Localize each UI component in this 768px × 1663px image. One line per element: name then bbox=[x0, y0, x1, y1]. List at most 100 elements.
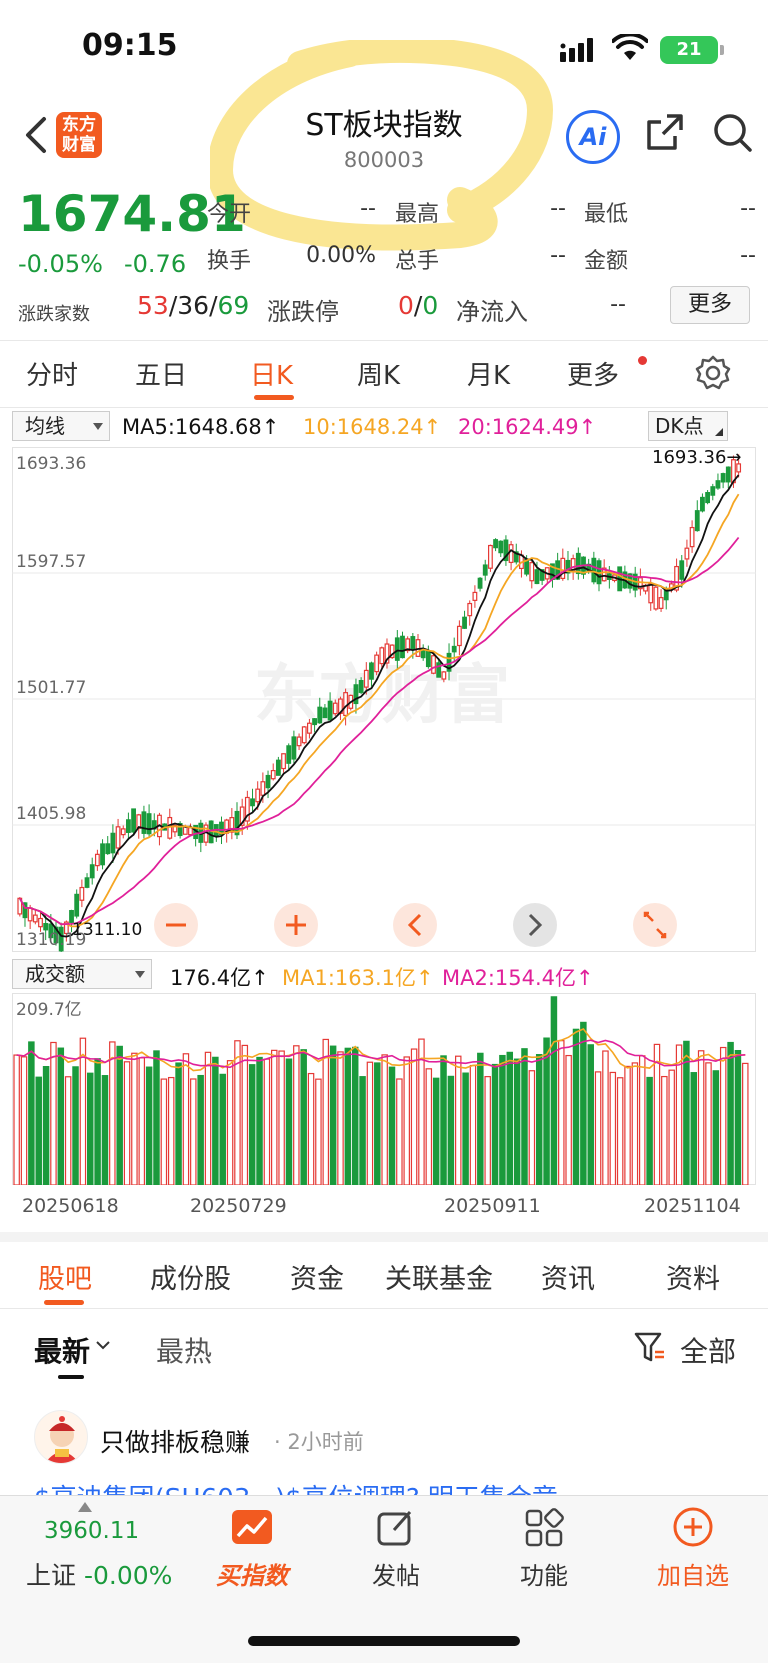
back-arrow-icon[interactable] bbox=[18, 113, 54, 157]
candle bbox=[131, 808, 136, 833]
candle bbox=[312, 718, 317, 726]
cellular-signal-icon bbox=[560, 38, 593, 62]
last-price: 1674.81 bbox=[18, 185, 246, 243]
volume-bar bbox=[234, 1040, 241, 1185]
amount-label: 金额 bbox=[584, 249, 629, 274]
nav-post[interactable]: 发帖 bbox=[372, 1562, 420, 1590]
volume-bar bbox=[263, 1058, 271, 1185]
tab-related-funds[interactable]: 关联基金 bbox=[385, 1264, 493, 1295]
candle bbox=[27, 907, 33, 922]
indicator-dropdown[interactable]: 均线 bbox=[12, 411, 110, 441]
grid-functions-icon[interactable] bbox=[524, 1508, 564, 1548]
dk-point-button[interactable]: DK点 bbox=[648, 411, 728, 441]
tab-five-day[interactable]: 五日 bbox=[135, 361, 188, 391]
ai-button[interactable]: Ai bbox=[566, 110, 620, 164]
volume-bar bbox=[418, 1038, 425, 1185]
chevron-down-icon[interactable] bbox=[95, 1340, 111, 1352]
fullscreen-button[interactable] bbox=[633, 903, 677, 947]
candle bbox=[58, 926, 64, 952]
candle bbox=[658, 597, 664, 609]
candle bbox=[239, 806, 245, 826]
high-marker-label: 1693.36→ bbox=[652, 447, 742, 468]
volume-bar bbox=[322, 1038, 330, 1185]
candle bbox=[441, 671, 447, 680]
tab-monthly-k[interactable]: 月K bbox=[467, 361, 511, 391]
tab-weekly-k[interactable]: 周K bbox=[357, 361, 401, 391]
zoom-out-button[interactable] bbox=[154, 903, 198, 947]
candle bbox=[43, 923, 49, 931]
candle bbox=[332, 702, 338, 715]
tab-forum[interactable]: 股吧 bbox=[38, 1264, 92, 1295]
search-icon[interactable] bbox=[712, 112, 754, 154]
app-logo[interactable]: 东方 财富 bbox=[56, 112, 102, 158]
index-value[interactable]: 3960.11 bbox=[44, 1518, 140, 1544]
volume-bar bbox=[506, 1051, 514, 1185]
turnover-value: 0.00% bbox=[306, 243, 376, 268]
filter-icon[interactable] bbox=[634, 1330, 666, 1364]
sort-hot[interactable]: 最热 bbox=[156, 1335, 213, 1368]
volume-bar bbox=[513, 1058, 521, 1185]
date-label: 20251104 bbox=[644, 1195, 741, 1217]
scroll-left-button[interactable] bbox=[393, 903, 437, 947]
volume-value: -- bbox=[550, 243, 566, 268]
filter-all[interactable]: 全部 bbox=[680, 1335, 737, 1368]
volume-chart[interactable]: 209.7亿 bbox=[12, 993, 756, 1185]
volume-bar bbox=[499, 1054, 506, 1185]
tab-intraday[interactable]: 分时 bbox=[26, 361, 79, 391]
volume-bar bbox=[535, 1054, 543, 1185]
avatar[interactable] bbox=[34, 1410, 88, 1464]
battery-tip bbox=[720, 45, 724, 55]
volume-bar bbox=[609, 1071, 617, 1185]
more-button[interactable]: 更多 bbox=[670, 286, 750, 324]
volume-bar bbox=[572, 1028, 580, 1185]
candle bbox=[410, 636, 416, 650]
tab-profile[interactable]: 资料 bbox=[666, 1264, 720, 1295]
post-author[interactable]: 只做排板稳赚 bbox=[100, 1428, 251, 1457]
zoom-in-button[interactable] bbox=[274, 903, 318, 947]
volume-indicator-dropdown[interactable]: 成交额 bbox=[12, 959, 152, 989]
nav-functions[interactable]: 功能 bbox=[520, 1562, 568, 1590]
post-snippet[interactable]: $亨迪集团(SH603...)$高位调理? 明天集合竞... bbox=[34, 1478, 734, 1498]
candlestick-chart[interactable]: 东方财富 1693.36 1597.57 1501.77 1405.98 131… bbox=[12, 447, 756, 952]
candle bbox=[358, 679, 364, 693]
candle bbox=[508, 544, 514, 564]
compose-icon[interactable] bbox=[376, 1508, 416, 1548]
candle bbox=[265, 774, 271, 789]
candle bbox=[32, 914, 38, 923]
share-icon[interactable] bbox=[645, 112, 685, 152]
scroll-right-button[interactable] bbox=[513, 903, 557, 947]
tab-constituents[interactable]: 成份股 bbox=[150, 1264, 231, 1295]
candle bbox=[694, 510, 700, 532]
open-value: -- bbox=[360, 196, 376, 221]
date-label: 20250911 bbox=[444, 1195, 541, 1217]
tab-more[interactable]: 更多 bbox=[567, 361, 620, 391]
volume-bar bbox=[86, 1072, 94, 1185]
nav-add-watchlist[interactable]: 加自选 bbox=[657, 1562, 729, 1590]
candle bbox=[539, 569, 545, 581]
volume-bar bbox=[153, 1050, 160, 1185]
candle bbox=[710, 486, 716, 496]
candle bbox=[301, 726, 307, 744]
candle bbox=[89, 864, 95, 879]
nav-buy-index[interactable]: 买指数 bbox=[216, 1562, 288, 1590]
candle bbox=[715, 480, 721, 489]
candle bbox=[74, 893, 80, 917]
settings-gear-icon[interactable] bbox=[695, 355, 731, 391]
volume-bar bbox=[469, 1064, 477, 1185]
sort-latest[interactable]: 最新 bbox=[34, 1335, 91, 1368]
volume-bar bbox=[631, 1062, 639, 1185]
add-circle-icon[interactable] bbox=[672, 1506, 714, 1548]
volume-bar bbox=[351, 1046, 359, 1185]
volume-bar bbox=[624, 1065, 631, 1185]
candle bbox=[322, 707, 328, 719]
volume-bar bbox=[248, 1064, 256, 1185]
tab-funds-flow[interactable]: 资金 bbox=[290, 1264, 344, 1295]
candle bbox=[725, 466, 731, 483]
index-ticker[interactable]: 上证 -0.00% bbox=[26, 1561, 173, 1590]
volume-bar bbox=[521, 1048, 528, 1185]
tab-news[interactable]: 资讯 bbox=[541, 1264, 595, 1295]
tab-daily-k[interactable]: 日K bbox=[250, 361, 294, 391]
candle bbox=[286, 745, 292, 764]
trend-chart-icon[interactable] bbox=[230, 1508, 274, 1548]
change-percent: -0.05% bbox=[18, 250, 103, 278]
